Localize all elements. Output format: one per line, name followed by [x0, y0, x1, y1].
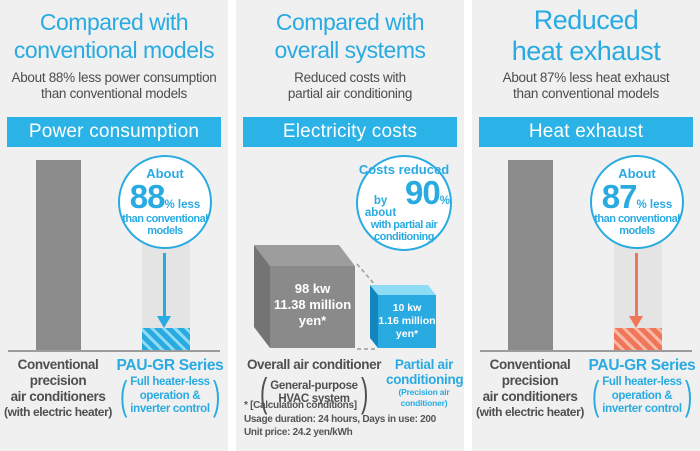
badge-top-text: About: [618, 165, 656, 181]
big-cube-left-face: [254, 245, 270, 348]
small-cube-left-face: [370, 285, 378, 348]
badge-bottom-text: than conventional models: [122, 212, 208, 238]
badge-value: by about 90 %: [358, 173, 450, 219]
reduction-arrow-head-icon: [629, 316, 643, 328]
badge-top-text: Costs reduced: [358, 161, 450, 177]
partial-air-label: Partial air conditioning (Precision air …: [386, 357, 464, 409]
overall-system-label-main: Overall air conditioner: [246, 357, 382, 372]
dashed-connector-top: [356, 263, 377, 287]
reduction-arrow-line: [635, 253, 638, 317]
panel-electricity-costs: Compared with overall systems Reduced co…: [236, 0, 464, 451]
badge-value: 87 % less: [601, 177, 673, 215]
panel-subtitle: Reduced costs with partial air condition…: [287, 70, 413, 101]
open-paren-icon: (: [119, 374, 128, 419]
pau-gr-bar: [142, 328, 190, 350]
conventional-label-sub: (with electric heater): [4, 405, 112, 419]
panel-heat-exhaust: Reduced heat exhaust About 87% less heat…: [472, 0, 700, 451]
conventional-label-sub: (with electric heater): [476, 405, 584, 419]
badge-big-number: 87: [601, 177, 638, 215]
conventional-label: Conventional precision air conditioners …: [2, 357, 114, 420]
section-banner: Heat exhaust: [479, 117, 693, 147]
conventional-label-main: Conventional precision air conditioners: [482, 357, 578, 404]
open-paren-icon: (: [591, 374, 600, 419]
overall-system-note: ( General-purpose HVAC system ): [236, 373, 392, 413]
partial-air-label-sub: (Precision air conditioner): [398, 387, 450, 408]
conventional-bar: [36, 160, 81, 350]
badge-bottom-text: with partial air conditioning: [370, 218, 438, 244]
open-paren-icon: (: [259, 371, 268, 415]
badge-big-number: 88: [129, 177, 166, 215]
badge-percent-text: % less: [636, 198, 673, 211]
close-paren-icon: ): [212, 374, 221, 419]
conventional-label: Conventional precision air conditioners …: [474, 357, 586, 420]
badge-bottom-text: than conventional models: [594, 212, 680, 238]
axis-baseline: [8, 350, 220, 352]
reduction-arrow-line: [163, 253, 166, 317]
small-cube-top-face: [370, 285, 436, 295]
badge-value: 88 % less: [129, 177, 201, 215]
axis-baseline: [480, 350, 692, 352]
reduction-arrow-head-icon: [157, 316, 171, 328]
close-paren-icon: ): [360, 371, 369, 415]
small-cube-label: 10 kw 1.16 million yen*: [378, 302, 436, 340]
panel-title: Reduced heat exhaust: [511, 5, 661, 66]
badge-top-text: About: [146, 165, 184, 181]
section-banner: Power consumption: [7, 117, 221, 147]
pau-gr-series-name: PAU-GR Series: [116, 357, 224, 374]
badge-pre-text: by about: [364, 194, 397, 219]
badge-big-number: 90: [405, 173, 441, 211]
calculation-conditions-footnote: * [Calculation conditions] Usage duratio…: [244, 400, 436, 438]
partial-air-label-main: Partial air conditioning: [386, 357, 464, 387]
panel-subtitle: About 87% less heat exhaust than convent…: [502, 70, 670, 101]
pau-gr-feature-text: Full heater-less operation & inverter co…: [130, 376, 210, 415]
panel-subtitle: About 88% less power consumption than co…: [11, 70, 217, 101]
close-paren-icon: ): [684, 374, 693, 419]
badge-percent-text: %: [439, 194, 450, 207]
small-cube-front-face: [378, 295, 436, 348]
big-cube-label: 98 kw 11.38 million yen*: [273, 281, 352, 328]
pau-gr-label: PAU-GR Series ( Full heater-less operati…: [114, 357, 226, 417]
badge-percent-text: % less: [164, 198, 201, 211]
pau-gr-feature-note: ( Full heater-less operation & inverter …: [114, 376, 226, 417]
big-cube-front-face: [270, 266, 355, 348]
pau-gr-feature-text: Full heater-less operation & inverter co…: [602, 376, 682, 415]
pau-gr-label: PAU-GR Series ( Full heater-less operati…: [586, 357, 698, 417]
cost-cubes-graphic: [254, 245, 436, 350]
overall-system-label: Overall air conditioner ( General-purpos…: [236, 357, 392, 413]
panel-title: Compared with overall systems: [274, 9, 426, 63]
panel-title: Compared with conventional models: [13, 9, 215, 63]
pau-gr-series-name: PAU-GR Series: [588, 357, 696, 374]
conventional-bar: [508, 160, 553, 350]
section-banner: Electricity costs: [243, 117, 457, 147]
overall-system-note-text: General-purpose HVAC system: [270, 379, 358, 406]
reduction-badge: About 88 % less than conventional models: [118, 155, 212, 249]
reduction-badge: About 87 % less than conventional models: [590, 155, 684, 249]
pau-gr-bar: [614, 328, 662, 350]
conventional-label-main: Conventional precision air conditioners: [10, 357, 106, 404]
reduction-badge: Costs reduced by about 90 % with partial…: [356, 155, 452, 251]
panel-power-consumption: Compared with conventional models About …: [0, 0, 228, 451]
pau-gr-feature-note: ( Full heater-less operation & inverter …: [586, 376, 698, 417]
big-cube-top-face: [254, 245, 355, 266]
